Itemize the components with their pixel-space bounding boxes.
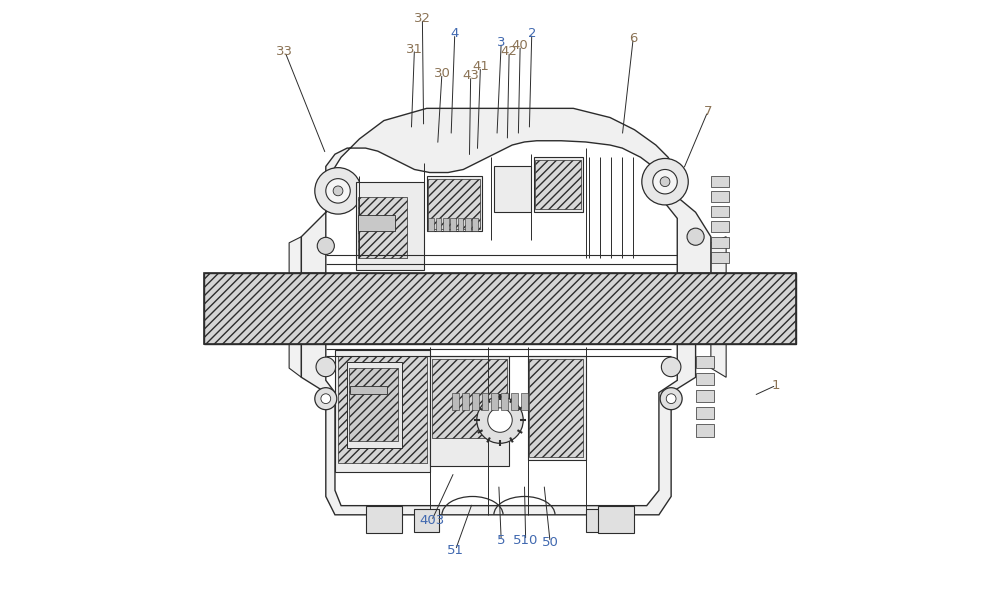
Bar (711, 206, 729, 217)
Bar (711, 237, 729, 247)
Circle shape (315, 387, 337, 410)
Bar (534, 157, 583, 212)
Polygon shape (289, 344, 301, 377)
Circle shape (666, 394, 676, 403)
Text: 3: 3 (497, 36, 505, 49)
Polygon shape (711, 344, 726, 377)
Bar (696, 373, 714, 385)
Bar (696, 407, 714, 419)
Bar (494, 166, 531, 212)
Bar (204, 273, 796, 344)
Text: 6: 6 (629, 31, 637, 45)
Bar (598, 506, 634, 533)
Bar (335, 350, 430, 472)
Bar (450, 219, 456, 231)
Bar (711, 191, 729, 202)
Circle shape (687, 228, 704, 245)
Bar (482, 392, 488, 410)
Bar (521, 392, 528, 410)
Polygon shape (289, 237, 301, 273)
Circle shape (642, 158, 688, 205)
Bar (462, 392, 469, 410)
Bar (338, 356, 427, 463)
Text: 42: 42 (501, 45, 518, 58)
Text: 2: 2 (528, 26, 536, 40)
Circle shape (488, 408, 512, 432)
Bar (414, 509, 439, 532)
Bar (472, 219, 478, 231)
Bar (458, 219, 463, 231)
Bar (347, 362, 402, 448)
Text: 51: 51 (447, 544, 464, 557)
Text: 510: 510 (513, 534, 538, 547)
Bar (349, 368, 398, 441)
Circle shape (661, 357, 681, 376)
Text: 33: 33 (276, 45, 293, 58)
Bar (358, 197, 407, 258)
Bar (436, 219, 441, 231)
Bar (511, 392, 518, 410)
Bar (428, 219, 434, 231)
Bar (696, 424, 714, 437)
Circle shape (321, 394, 331, 403)
Bar (350, 386, 387, 394)
Bar (428, 179, 480, 229)
Bar (491, 392, 498, 410)
Bar (711, 252, 729, 263)
Text: 5: 5 (497, 534, 505, 547)
Circle shape (316, 357, 336, 376)
Bar (430, 356, 509, 466)
Text: 40: 40 (512, 39, 529, 52)
Bar (711, 176, 729, 187)
Text: 43: 43 (462, 69, 479, 82)
Bar (443, 219, 449, 231)
Bar (528, 356, 586, 460)
Bar (711, 222, 729, 233)
Bar (586, 509, 610, 532)
Bar (472, 392, 479, 410)
Bar (465, 219, 471, 231)
Bar (696, 390, 714, 402)
Bar (501, 392, 508, 410)
Bar (366, 506, 402, 533)
Polygon shape (301, 108, 711, 273)
Circle shape (333, 186, 343, 196)
Bar (696, 356, 714, 368)
Circle shape (653, 169, 677, 194)
Text: 32: 32 (414, 12, 431, 25)
Circle shape (477, 397, 523, 443)
Text: 4: 4 (451, 27, 459, 41)
Circle shape (326, 179, 350, 203)
Bar (535, 160, 581, 209)
Bar (204, 273, 796, 344)
Circle shape (660, 177, 670, 187)
Circle shape (317, 238, 334, 254)
Text: 403: 403 (419, 515, 444, 527)
Bar (356, 182, 424, 270)
Circle shape (660, 387, 682, 410)
Bar (529, 359, 583, 457)
Bar (432, 359, 507, 438)
Text: 41: 41 (472, 60, 489, 73)
Text: 1: 1 (772, 379, 781, 392)
Polygon shape (711, 237, 726, 273)
Bar (452, 392, 459, 410)
Text: 50: 50 (542, 536, 559, 549)
Bar (427, 176, 482, 231)
Polygon shape (301, 344, 696, 515)
Text: 30: 30 (433, 67, 450, 80)
Circle shape (315, 168, 361, 214)
Text: 31: 31 (406, 42, 423, 55)
Bar (358, 216, 395, 231)
Text: 7: 7 (704, 105, 712, 118)
